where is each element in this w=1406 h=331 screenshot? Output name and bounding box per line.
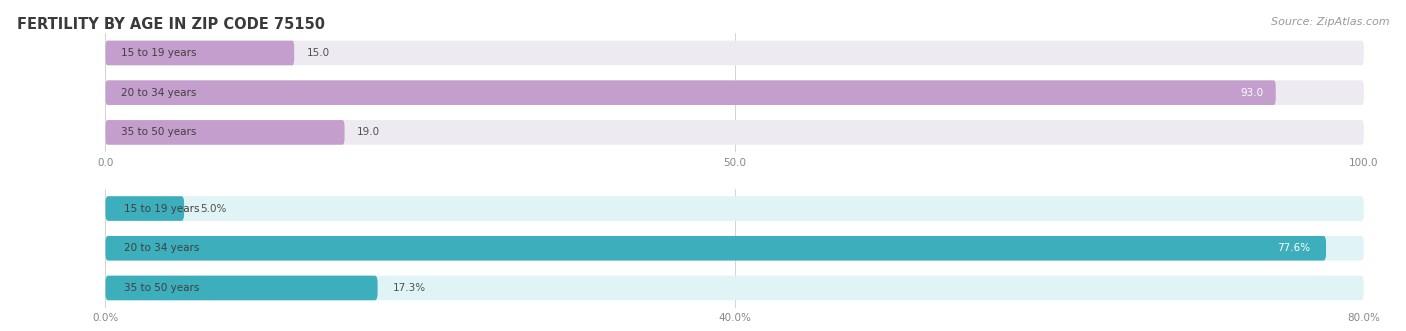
FancyBboxPatch shape xyxy=(105,41,1364,65)
FancyBboxPatch shape xyxy=(105,120,344,145)
Text: 15 to 19 years: 15 to 19 years xyxy=(124,204,200,213)
Text: 17.3%: 17.3% xyxy=(394,283,426,293)
Text: 20 to 34 years: 20 to 34 years xyxy=(124,243,200,253)
Text: 93.0: 93.0 xyxy=(1240,88,1263,98)
Text: 35 to 50 years: 35 to 50 years xyxy=(124,283,200,293)
Text: 19.0: 19.0 xyxy=(357,127,380,137)
FancyBboxPatch shape xyxy=(105,276,378,300)
FancyBboxPatch shape xyxy=(105,41,294,65)
Text: 77.6%: 77.6% xyxy=(1277,243,1310,253)
Text: 35 to 50 years: 35 to 50 years xyxy=(121,127,195,137)
FancyBboxPatch shape xyxy=(105,120,1364,145)
FancyBboxPatch shape xyxy=(105,196,1364,221)
Text: 5.0%: 5.0% xyxy=(200,204,226,213)
FancyBboxPatch shape xyxy=(105,236,1326,260)
Text: 20 to 34 years: 20 to 34 years xyxy=(121,88,195,98)
FancyBboxPatch shape xyxy=(105,80,1275,105)
FancyBboxPatch shape xyxy=(105,236,1364,260)
FancyBboxPatch shape xyxy=(105,196,184,221)
FancyBboxPatch shape xyxy=(105,276,1364,300)
Text: 15 to 19 years: 15 to 19 years xyxy=(121,48,195,58)
FancyBboxPatch shape xyxy=(105,80,1364,105)
Text: Source: ZipAtlas.com: Source: ZipAtlas.com xyxy=(1271,17,1389,26)
Text: 15.0: 15.0 xyxy=(307,48,330,58)
Text: FERTILITY BY AGE IN ZIP CODE 75150: FERTILITY BY AGE IN ZIP CODE 75150 xyxy=(17,17,325,31)
